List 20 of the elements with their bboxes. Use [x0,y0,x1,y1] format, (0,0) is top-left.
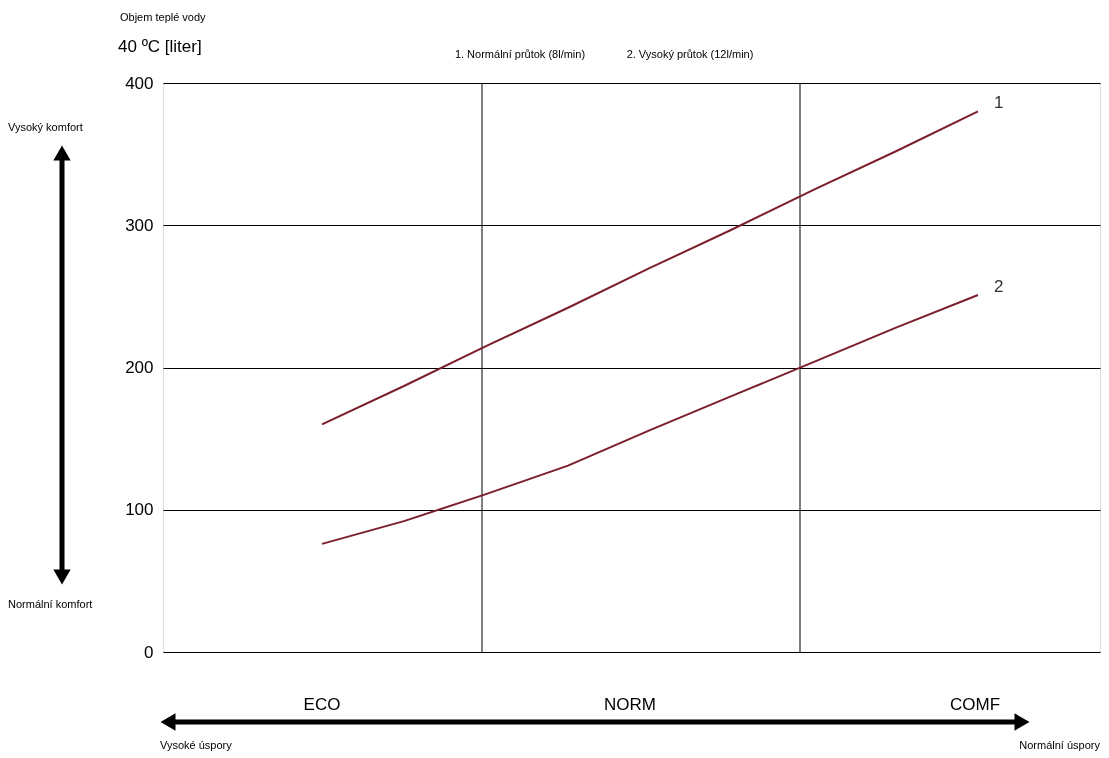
text: Vysoký komfort [8,121,83,133]
text: NORM [604,695,656,714]
text: Objem teplé vody [120,11,207,23]
text: ECO [303,695,341,714]
text: Normální úspory [1019,739,1101,751]
y-tick-label: 100 [125,500,154,520]
series-label: 2 [994,276,1004,296]
series-label: 1 [994,93,1004,113]
text: 1. Normální průtok (8l/min) [454,48,586,60]
text: Normální komfort [8,598,93,610]
y-tick-label: 200 [125,358,154,377]
text: Vysoké úspory [160,739,233,751]
y-axis-title: 40 ºC [liter] [118,37,202,56]
y-tick-label: 400 [125,73,154,93]
y-tick-label: 300 [125,215,154,235]
line-series [321,110,979,426]
text: 2. Vysoký průtok (12l/min) [626,48,754,60]
line-series [321,293,979,545]
y-tick-label: 0 [144,642,154,662]
text: COMF [949,695,1001,714]
